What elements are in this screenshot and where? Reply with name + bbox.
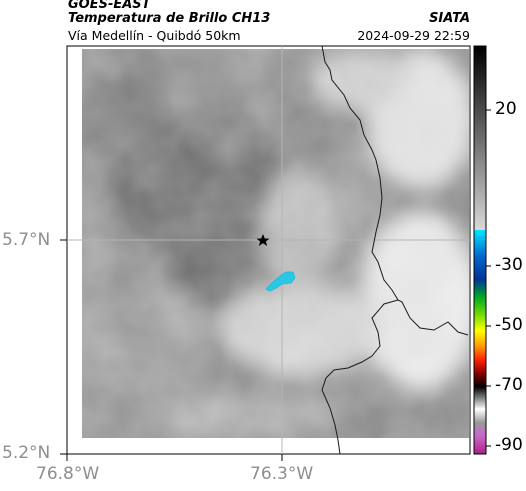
colorbar-tick-label: -70: [495, 375, 523, 395]
colorbar-tick-label: 20: [495, 99, 517, 119]
lon-tick-label: 76.3°W: [250, 464, 314, 484]
datetime-label: 2024-09-29 22:59: [357, 28, 470, 43]
lat-tick-label: 5.2°N: [2, 443, 51, 463]
lat-tick-label: 5.7°N: [2, 230, 51, 250]
organization-label: SIATA: [429, 11, 470, 26]
cold-cloud-region: [265, 271, 296, 292]
region-subtitle: Vía Medellín - Quibdó 50km: [68, 28, 241, 43]
department-border: [321, 299, 399, 455]
coastline: [321, 45, 469, 336]
star-icon: [256, 234, 270, 246]
lon-tick-label: 76.8°W: [36, 464, 100, 484]
colorbar-tick-label: -50: [495, 315, 523, 335]
colorbar-tick-label: -30: [495, 255, 523, 275]
satellite-title: GOES-EAST: [68, 0, 151, 12]
brightness-temperature-field: [82, 49, 469, 438]
product-title: Temperatura de Brillo CH13: [68, 11, 271, 26]
colorbar-tick-label: -90: [495, 435, 523, 455]
colorbar: [473, 45, 491, 455]
